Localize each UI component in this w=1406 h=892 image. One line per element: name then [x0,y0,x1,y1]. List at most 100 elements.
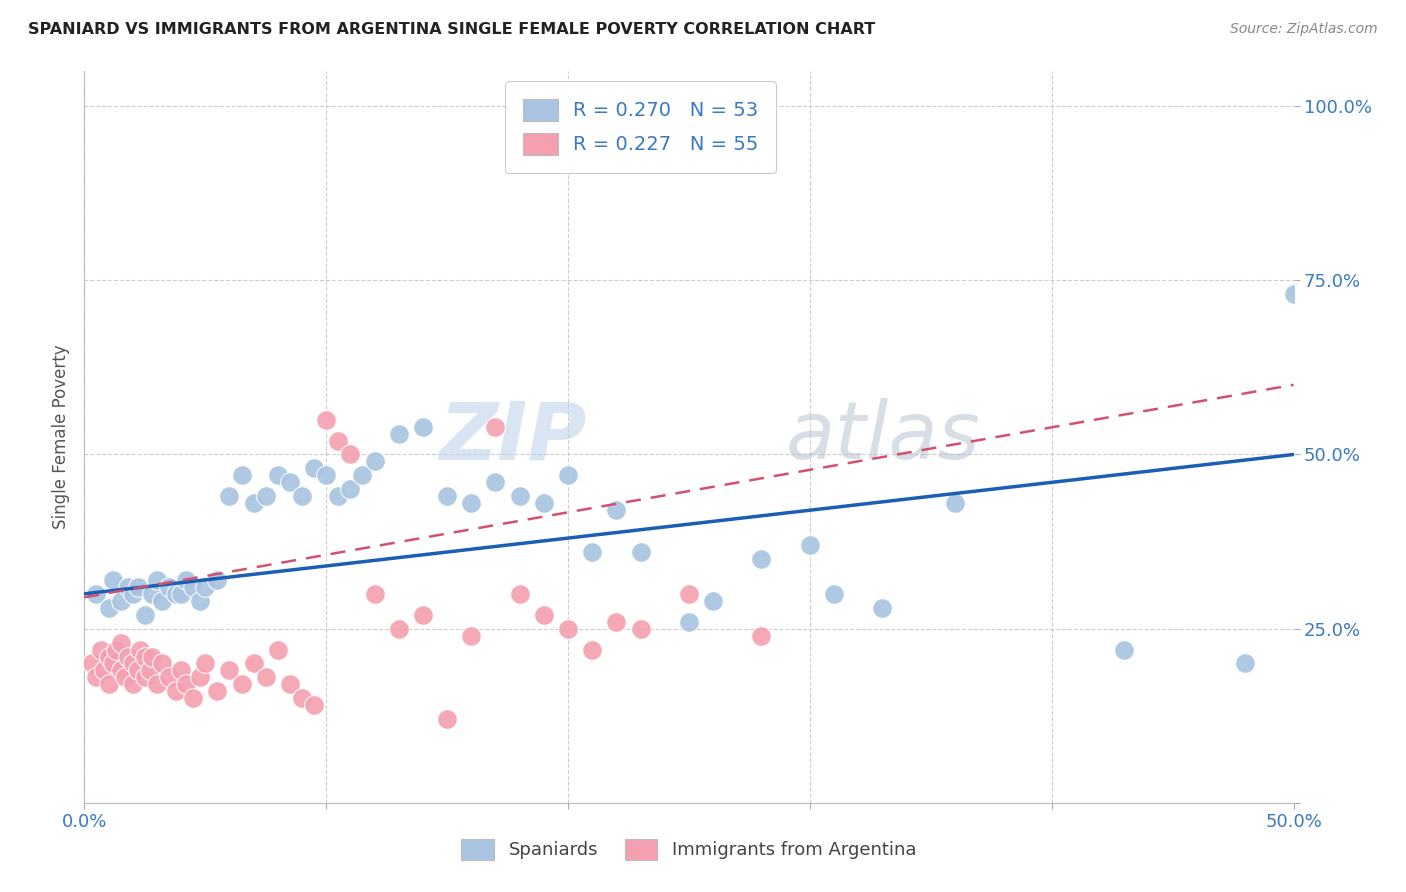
Point [110,635,132,649]
Point [302,698,325,713]
Point [114,670,136,684]
Point [267,642,290,657]
Point [254,489,277,503]
Point [218,664,240,678]
Point [315,468,337,483]
Point [339,483,361,497]
Point [484,475,506,490]
Point [80,657,103,671]
Text: ZIP: ZIP [439,398,586,476]
Point [872,600,894,615]
Point [97,649,120,664]
Point [436,712,458,726]
Point [509,587,531,601]
Text: atlas: atlas [786,398,980,476]
Legend: Spaniards, Immigrants from Argentina: Spaniards, Immigrants from Argentina [454,831,924,867]
Point [484,419,506,434]
Point [605,503,627,517]
Point [328,434,350,448]
Point [751,552,773,566]
Point [1282,287,1305,301]
Point [799,538,821,552]
Point [117,580,139,594]
Point [150,594,173,608]
Y-axis label: Single Female Poverty: Single Female Poverty [52,345,70,529]
Point [823,587,845,601]
Point [339,448,361,462]
Point [181,580,204,594]
Point [751,629,773,643]
Point [194,580,217,594]
Point [278,475,301,490]
Point [150,657,173,671]
Point [218,489,240,503]
Point [278,677,301,691]
Point [533,496,555,510]
Point [174,573,197,587]
Point [231,468,253,483]
Point [943,496,966,510]
Point [207,684,229,698]
Point [291,489,314,503]
Point [190,670,212,684]
Text: SPANIARD VS IMMIGRANTS FROM ARGENTINA SINGLE FEMALE POVERTY CORRELATION CHART: SPANIARD VS IMMIGRANTS FROM ARGENTINA SI… [28,22,876,37]
Point [141,649,163,664]
Point [302,461,325,475]
Point [141,587,163,601]
Point [146,573,169,587]
Point [181,691,204,706]
Point [110,664,132,678]
Point [104,642,127,657]
Point [127,580,149,594]
Point [103,573,125,587]
Point [412,419,434,434]
Point [190,594,212,608]
Point [460,629,482,643]
Point [127,664,149,678]
Point [170,587,193,601]
Point [605,615,627,629]
Point [533,607,555,622]
Point [557,468,579,483]
Point [557,622,579,636]
Point [352,468,374,483]
Point [134,649,156,664]
Point [174,677,197,691]
Point [165,587,187,601]
Point [157,580,180,594]
Point [97,677,120,691]
Point [86,587,108,601]
Point [436,489,458,503]
Point [231,677,253,691]
Point [315,412,337,426]
Point [363,587,385,601]
Point [678,615,700,629]
Point [86,670,108,684]
Point [254,670,277,684]
Point [129,642,152,657]
Point [207,573,229,587]
Text: Source: ZipAtlas.com: Source: ZipAtlas.com [1230,22,1378,37]
Point [630,622,652,636]
Point [291,691,314,706]
Point [363,454,385,468]
Point [97,600,120,615]
Point [702,594,724,608]
Point [581,642,603,657]
Point [103,657,125,671]
Point [509,489,531,503]
Point [157,670,180,684]
Point [110,594,132,608]
Point [121,677,143,691]
Point [412,607,434,622]
Point [388,426,411,441]
Point [630,545,652,559]
Point [146,677,169,691]
Point [134,670,156,684]
Point [581,545,603,559]
Point [1234,657,1257,671]
Point [170,664,193,678]
Point [117,649,139,664]
Point [121,587,143,601]
Point [678,587,700,601]
